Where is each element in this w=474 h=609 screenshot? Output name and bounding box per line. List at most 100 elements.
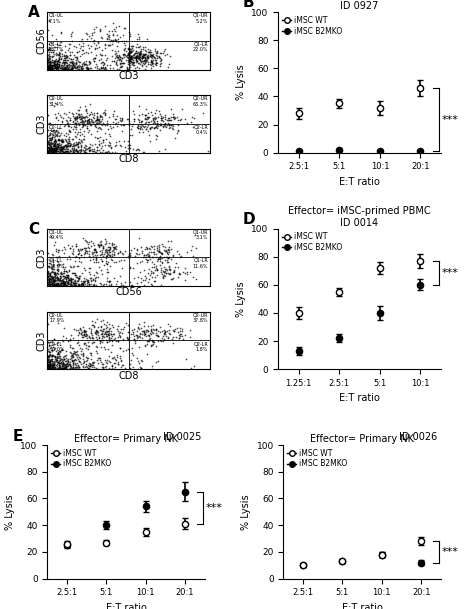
Point: [45, 261, 52, 271]
Point: [124, 52, 132, 62]
Point: [165, 121, 173, 130]
Point: [131, 60, 138, 70]
Point: [138, 329, 146, 339]
Point: [61, 361, 68, 370]
Point: [167, 245, 174, 255]
Point: [86, 110, 94, 119]
Point: [140, 59, 148, 69]
Point: [99, 57, 107, 67]
Point: [108, 45, 116, 55]
Point: [45, 350, 53, 359]
Point: [53, 346, 60, 356]
Point: [119, 325, 127, 334]
Point: [130, 114, 137, 124]
Point: [45, 63, 52, 73]
Point: [57, 278, 65, 287]
Point: [73, 353, 81, 362]
Point: [131, 252, 139, 261]
Point: [90, 54, 97, 63]
Point: [53, 49, 61, 59]
Point: [118, 362, 125, 372]
Point: [82, 357, 90, 367]
Point: [73, 146, 81, 156]
Point: [96, 115, 103, 125]
Point: [114, 336, 121, 346]
Point: [51, 63, 59, 73]
Point: [50, 139, 57, 149]
Point: [56, 359, 64, 368]
Point: [154, 326, 162, 336]
Point: [45, 139, 53, 149]
Point: [62, 144, 69, 154]
Point: [84, 63, 92, 72]
Point: [71, 141, 78, 150]
Point: [164, 249, 172, 259]
Point: [50, 45, 57, 55]
Point: [70, 280, 78, 289]
Point: [155, 122, 162, 132]
Point: [101, 234, 109, 244]
Point: [105, 141, 112, 151]
Point: [53, 144, 61, 153]
Point: [78, 63, 85, 73]
Point: [159, 266, 166, 276]
Point: [154, 132, 161, 141]
Point: [104, 326, 112, 336]
Point: [47, 138, 55, 147]
Point: [55, 134, 63, 144]
Point: [46, 281, 53, 290]
Point: [70, 348, 78, 357]
Point: [72, 241, 79, 251]
Point: [68, 141, 76, 150]
Point: [45, 364, 53, 373]
Point: [51, 146, 59, 156]
Point: [48, 361, 55, 371]
Point: [117, 58, 125, 68]
Point: [181, 268, 189, 278]
Point: [49, 361, 57, 370]
Point: [146, 124, 154, 133]
Point: [44, 137, 52, 147]
Point: [53, 265, 61, 275]
Point: [136, 58, 143, 68]
Point: [66, 57, 74, 66]
Point: [44, 147, 52, 157]
Point: [69, 358, 77, 368]
Point: [52, 279, 60, 289]
Point: [45, 145, 53, 155]
Point: [73, 278, 80, 287]
Point: [46, 351, 54, 361]
Point: [154, 246, 162, 256]
Point: [134, 120, 142, 130]
Point: [151, 53, 159, 63]
Point: [69, 246, 77, 256]
Point: [44, 63, 52, 72]
Point: [63, 141, 71, 151]
Point: [98, 247, 105, 257]
Point: [72, 115, 79, 125]
Point: [104, 329, 112, 339]
Point: [60, 279, 68, 289]
Point: [57, 142, 65, 152]
Point: [101, 328, 109, 337]
Point: [100, 241, 107, 251]
Point: [48, 45, 55, 55]
Point: [55, 358, 63, 368]
Point: [88, 30, 96, 40]
Point: [82, 145, 89, 155]
Point: [107, 143, 115, 152]
Point: [136, 63, 143, 73]
Point: [104, 245, 112, 255]
Point: [95, 333, 103, 342]
Point: [75, 328, 83, 338]
Point: [110, 250, 118, 260]
Point: [74, 105, 82, 115]
Point: [81, 140, 89, 150]
Point: [47, 144, 55, 153]
Point: [59, 57, 67, 67]
Point: [52, 109, 59, 119]
Point: [120, 58, 128, 68]
Point: [55, 356, 63, 366]
Point: [61, 266, 68, 276]
Point: [44, 352, 52, 362]
